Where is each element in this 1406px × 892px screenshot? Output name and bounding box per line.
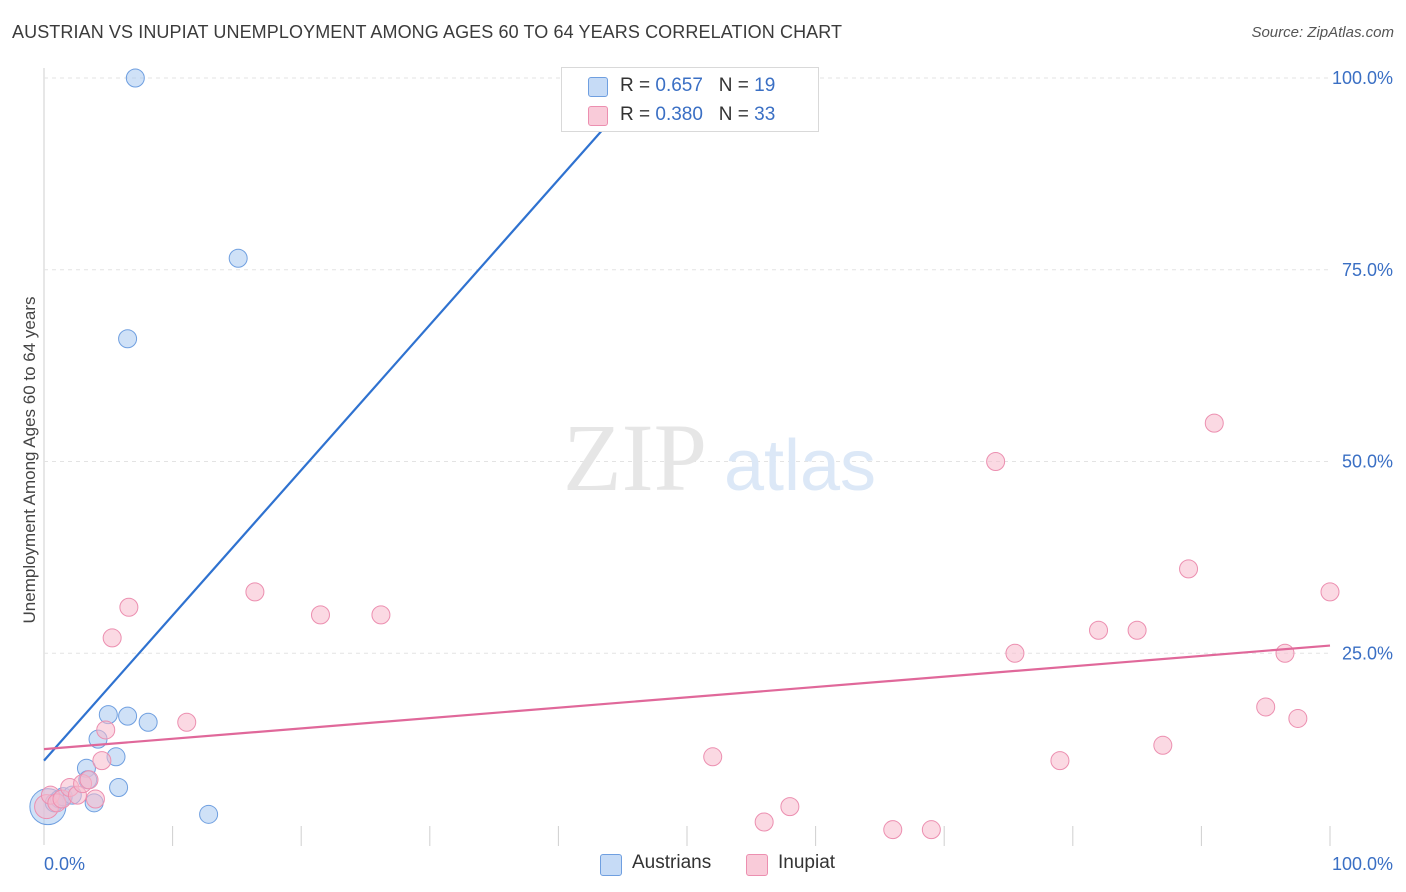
y-tick-label-2: 75.0% xyxy=(1342,260,1393,280)
r-label: R = xyxy=(620,104,656,125)
inupiat-point-14 xyxy=(245,582,265,602)
austrians-point-12 xyxy=(118,706,138,726)
inupiat-point-32 xyxy=(1288,708,1308,728)
inupiat-point-16 xyxy=(371,605,391,625)
bottom-legend-austrians-label: Austrians xyxy=(632,852,712,873)
watermark-atlas: atlas xyxy=(724,426,876,506)
inupiat-trend-line xyxy=(43,644,1331,751)
austrians-point-11 xyxy=(109,777,129,797)
n-value-austrians: 19 xyxy=(754,75,776,96)
inupiat-point-21 xyxy=(921,820,941,840)
inupiat-point-10 xyxy=(96,720,116,740)
correlation-legend: R = 0.657 N = 19 R = 0.380 N = 33 xyxy=(561,67,819,132)
inupiat-point-18 xyxy=(754,812,774,832)
inupiat-point-28 xyxy=(1179,559,1199,579)
r-value-inupiat: 0.380 xyxy=(655,104,703,125)
trend-lines xyxy=(43,77,1331,762)
inupiat-point-19 xyxy=(780,797,800,817)
inupiat-point-17 xyxy=(703,747,723,767)
bottom-legend-inupiat-label: Inupiat xyxy=(778,852,836,873)
source-label: Source: ZipAtlas.com xyxy=(1251,24,1394,41)
y-tick-label-1: 50.0% xyxy=(1342,452,1393,472)
inupiat-point-30 xyxy=(1256,697,1276,717)
r-label: R = xyxy=(620,75,656,96)
y-tick-labels: 25.0% 50.0% 75.0% 100.0% xyxy=(1332,68,1393,663)
austrians-point-17 xyxy=(228,248,248,268)
inupiat-point-11 xyxy=(102,628,122,648)
austrians-point-15 xyxy=(138,712,158,732)
inupiat-point-26 xyxy=(1127,620,1147,640)
austrians-point-16 xyxy=(199,804,219,824)
inupiat-point-20 xyxy=(883,820,903,840)
inupiat-point-25 xyxy=(1089,620,1109,640)
inupiat-point-12 xyxy=(119,597,139,617)
y-tick-label-3: 100.0% xyxy=(1332,68,1393,88)
chart-title: AUSTRIAN VS INUPIAT UNEMPLOYMENT AMONG A… xyxy=(12,22,843,42)
inupiat-point-29 xyxy=(1204,413,1224,433)
r-value-austrians: 0.657 xyxy=(655,75,703,96)
x-axis-ticks xyxy=(172,826,1331,846)
inupiat-point-9 xyxy=(92,751,112,771)
inupiat-point-27 xyxy=(1153,735,1173,755)
inupiat-point-24 xyxy=(1050,751,1070,771)
austrians-point-13 xyxy=(118,329,138,349)
watermark-zip: ZIP xyxy=(563,404,707,511)
austrians-trend-line xyxy=(43,77,650,762)
inupiat-point-23 xyxy=(1005,643,1025,663)
austrians-swatch-icon xyxy=(588,77,608,97)
data-points xyxy=(29,68,1340,840)
austrians-legend-icon xyxy=(600,854,622,876)
inupiat-point-22 xyxy=(986,452,1006,471)
n-label: N = xyxy=(718,104,755,125)
n-value-inupiat: 33 xyxy=(754,104,776,125)
inupiat-point-15 xyxy=(310,605,330,625)
austrians-point-14 xyxy=(125,68,145,88)
legend-inupiat-text: R = 0.380 N = 33 xyxy=(620,104,775,126)
inupiat-point-33 xyxy=(1320,582,1340,602)
inupiat-legend-icon xyxy=(746,854,768,876)
legend-austrians-text: R = 0.657 N = 19 xyxy=(620,75,775,97)
n-label: N = xyxy=(718,75,755,96)
inupiat-point-8 xyxy=(85,789,105,809)
x-tick-label-min: 0.0% xyxy=(44,854,85,874)
inupiat-point-13 xyxy=(177,712,197,732)
inupiat-point-31 xyxy=(1275,643,1295,663)
x-tick-label-max: 100.0% xyxy=(1332,854,1393,874)
inupiat-swatch-icon xyxy=(588,106,608,126)
y-tick-label-0: 25.0% xyxy=(1342,643,1393,663)
inupiat-point-7 xyxy=(79,770,99,790)
